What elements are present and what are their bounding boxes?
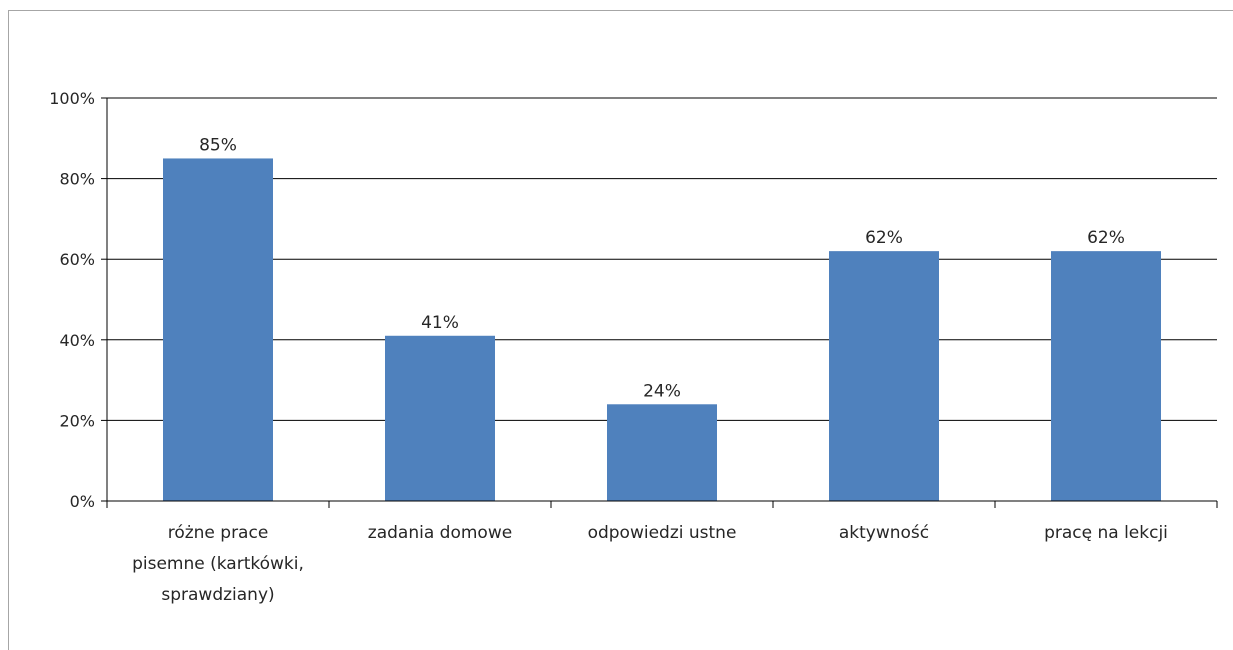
gridlines xyxy=(107,97,1217,421)
y-tick-label: 100% xyxy=(49,89,95,108)
x-category-label: pracę na lekcji xyxy=(1044,523,1168,543)
x-category-label: sprawdziany) xyxy=(161,585,274,605)
y-tick-label: 40% xyxy=(59,331,95,350)
x-category-label: pisemne (kartkówki, xyxy=(132,554,304,574)
data-label: 62% xyxy=(865,228,903,248)
bar xyxy=(607,404,717,501)
data-label: 24% xyxy=(643,381,681,401)
bar xyxy=(1051,251,1161,501)
labels: 0% 20% 40% 60% 80% 100% 85% 41% 24% 62% 62% różne p… xyxy=(49,89,1168,605)
bar xyxy=(829,251,939,501)
data-label: 85% xyxy=(199,135,237,155)
x-category-label: odpowiedzi ustne xyxy=(588,523,737,543)
chart-frame xyxy=(8,10,1233,650)
y-tick-label: 0% xyxy=(70,492,95,511)
data-label: 62% xyxy=(1087,228,1125,248)
y-tick-label: 80% xyxy=(59,170,95,189)
x-category-label: różne prace xyxy=(168,523,269,543)
data-label: 41% xyxy=(421,313,459,333)
axes xyxy=(101,97,1218,508)
y-tick-label: 20% xyxy=(59,411,95,430)
bar xyxy=(163,158,273,501)
bar-chart: 0% 20% 40% 60% 80% 100% 85% 41% 24% 62% 62% różne p… xyxy=(49,89,1218,605)
x-category-label: aktywność xyxy=(839,523,929,543)
bar xyxy=(385,335,495,501)
x-category-label: zadania domowe xyxy=(368,523,512,543)
y-tick-label: 60% xyxy=(59,250,95,269)
bars xyxy=(163,158,1161,501)
